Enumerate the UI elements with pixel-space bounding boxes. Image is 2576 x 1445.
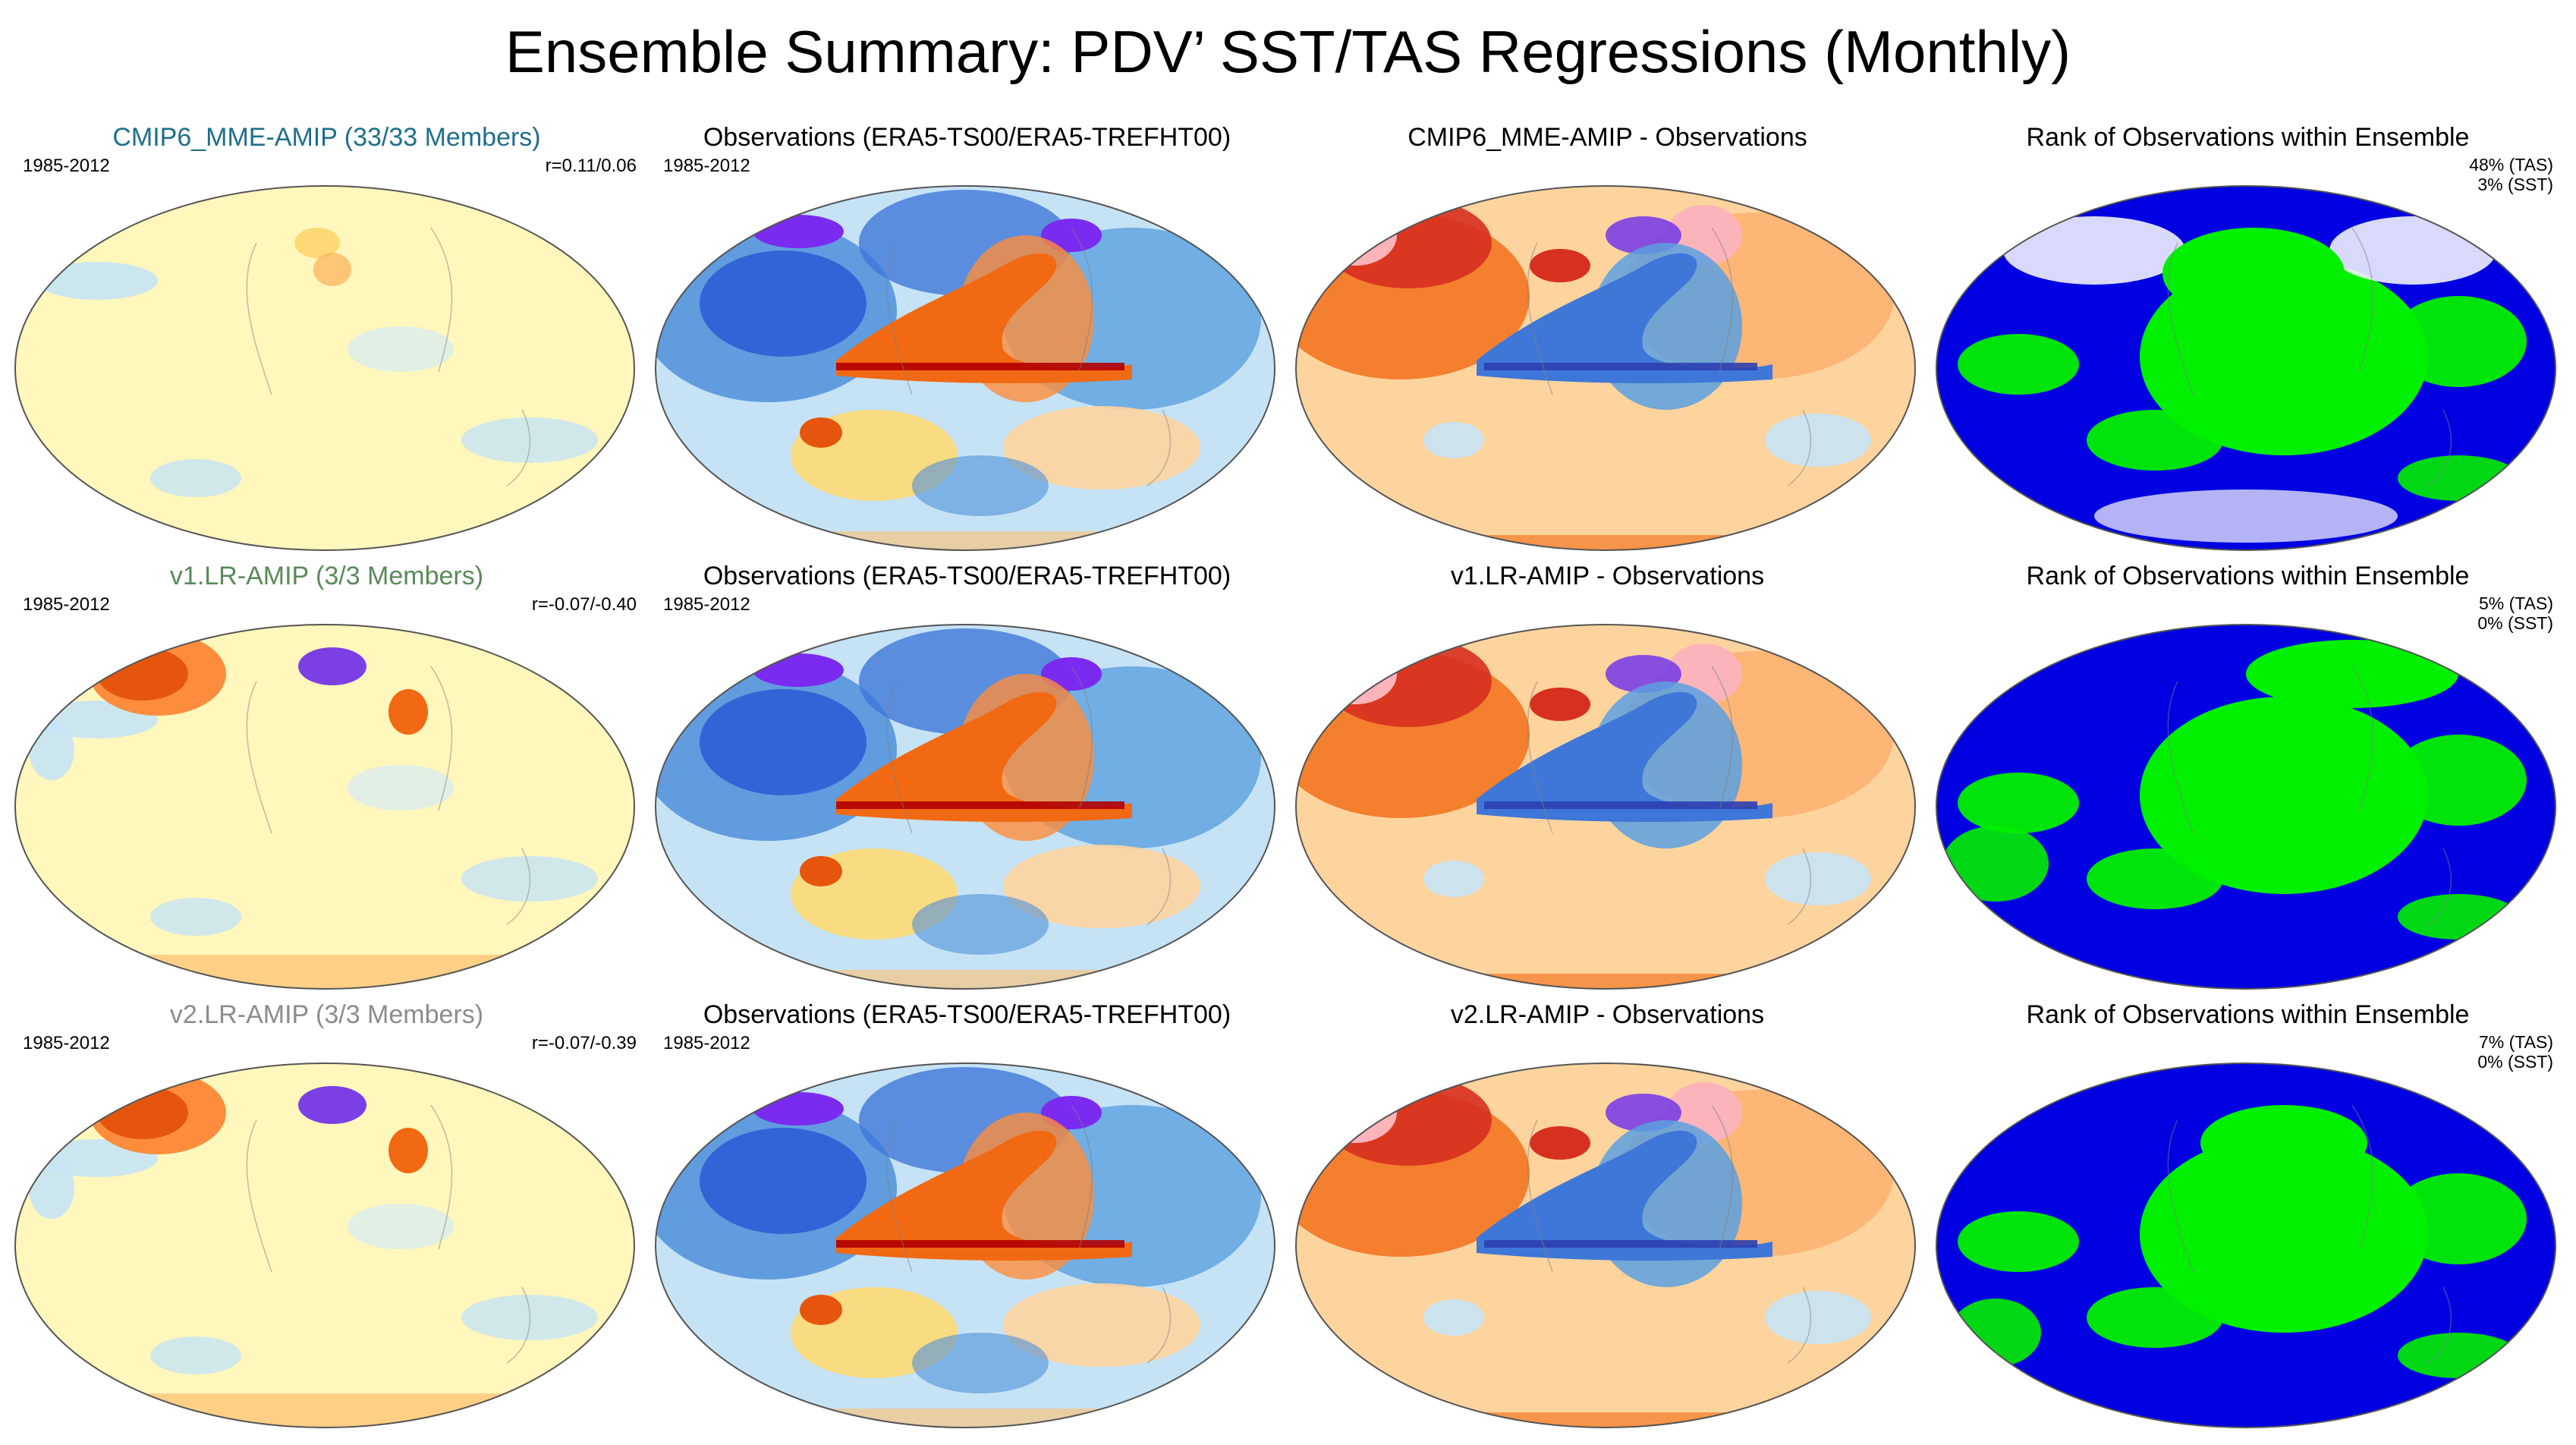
correlation-label: r=0.11/0.06 (545, 156, 637, 176)
rank-sst-label: 3% (SST) (2477, 175, 2553, 194)
obs-panel-row2: Observations (ERA5-TS00/ERA5-TREFHT00) 1… (646, 560, 1288, 1000)
model-panel-row2: v1.LR-AMIP (3/3 Members) 1985-2012 r=-0.… (6, 560, 647, 1000)
model-panel-row1: CMIP6_MME-AMIP (33/33 Members) 1985-2012… (6, 121, 647, 562)
obs-map (655, 185, 1275, 551)
diff-map (1295, 624, 1916, 990)
diff-map (1295, 185, 1916, 551)
obs-panel-row1: Observations (ERA5-TS00/ERA5-TREFHT00) 1… (646, 121, 1288, 562)
period-label: 1985-2012 (663, 156, 750, 176)
diff-panel-row1: CMIP6_MME-AMIP - Observations (1287, 121, 1928, 562)
obs-panel-title: Observations (ERA5-TS00/ERA5-TREFHT00) (703, 1000, 1231, 1029)
model-map (14, 624, 635, 990)
correlation-label: r=-0.07/-0.39 (531, 1033, 637, 1053)
period-label: 1985-2012 (23, 594, 110, 615)
rank-tas-label: 7% (TAS) (2479, 1032, 2553, 1052)
period-label: 1985-2012 (663, 594, 750, 615)
obs-map (655, 1062, 1275, 1428)
rank-panel-title: Rank of Observations within Ensemble (2026, 562, 2470, 590)
diff-panel-title: v1.LR-AMIP - Observations (1450, 562, 1765, 590)
rank-tas-label: 48% (TAS) (2469, 155, 2553, 175)
figure-title: Ensemble Summary: PDV’ SST/TAS Regressio… (505, 18, 2071, 85)
period-label: 1985-2012 (23, 156, 110, 176)
obs-panel-title: Observations (ERA5-TS00/ERA5-TREFHT00) (703, 562, 1231, 590)
rank-panel-title: Rank of Observations within Ensemble (2026, 123, 2470, 152)
model-panel-title: CMIP6_MME-AMIP (33/33 Members) (112, 123, 541, 152)
model-map (14, 1062, 635, 1428)
rank-panel-row3: Rank of Observations within Ensemble 7% … (1927, 999, 2568, 1439)
model-panel-title: v1.LR-AMIP (3/3 Members) (169, 562, 484, 590)
obs-map (655, 624, 1275, 990)
period-label: 1985-2012 (663, 1033, 750, 1053)
diff-panel-row2: v1.LR-AMIP - Observations (1287, 560, 1928, 1000)
diff-panel-title: CMIP6_MME-AMIP - Observations (1408, 123, 1807, 152)
rank-panel-title: Rank of Observations within Ensemble (2026, 1000, 2470, 1029)
period-label: 1985-2012 (23, 1033, 110, 1053)
correlation-label: r=-0.07/-0.40 (531, 594, 637, 615)
obs-panel-row3: Observations (ERA5-TS00/ERA5-TREFHT00) 1… (646, 999, 1288, 1439)
rank-sst-label: 0% (SST) (2477, 1052, 2553, 1072)
diff-panel-row3: v2.LR-AMIP - Observations (1287, 999, 1928, 1439)
rank-map (1936, 1062, 2556, 1428)
model-panel-row3: v2.LR-AMIP (3/3 Members) 1985-2012 r=-0.… (6, 999, 647, 1439)
model-panel-title: v2.LR-AMIP (3/3 Members) (169, 1000, 484, 1029)
obs-panel-title: Observations (ERA5-TS00/ERA5-TREFHT00) (703, 123, 1231, 152)
diff-panel-title: v2.LR-AMIP - Observations (1450, 1000, 1765, 1029)
rank-map (1936, 624, 2556, 990)
rank-panel-row1: Rank of Observations within Ensemble 48%… (1927, 121, 2568, 562)
model-map (14, 185, 635, 551)
rank-panel-row2: Rank of Observations within Ensemble 5% … (1927, 560, 2568, 1000)
rank-map (1936, 185, 2556, 551)
rank-tas-label: 5% (TAS) (2479, 593, 2553, 613)
rank-sst-label: 0% (SST) (2477, 613, 2553, 633)
diff-map (1295, 1062, 1916, 1428)
